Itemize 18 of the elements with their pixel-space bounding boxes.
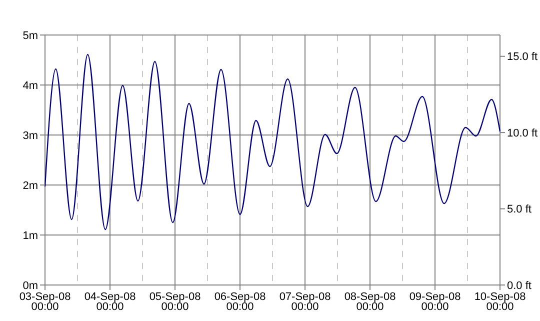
y-tick-label: 5m bbox=[22, 30, 38, 42]
x-tick-label: 07-Sep-08 00:00 bbox=[279, 291, 331, 313]
y-tick-label: 4m bbox=[22, 80, 38, 92]
x-tick-label: 10-Sep-08 00:00 bbox=[474, 291, 526, 313]
y-tick-label: 0m bbox=[22, 280, 38, 292]
y-tick-label: 2m bbox=[22, 180, 38, 192]
y-tick-label: 1m bbox=[22, 230, 38, 242]
y2-tick-label: 10.0 ft bbox=[507, 127, 538, 140]
y2-tick-label: 15.0 ft bbox=[507, 51, 538, 64]
x-tick-label: 06-Sep-08 00:00 bbox=[214, 291, 266, 313]
x-tick-label: 03-Sep-08 00:00 bbox=[19, 291, 71, 313]
x-tick-label: 09-Sep-08 00:00 bbox=[409, 291, 461, 313]
x-tick-label: 05-Sep-08 00:00 bbox=[149, 291, 201, 313]
x-tick-label: 08-Sep-08 00:00 bbox=[344, 291, 396, 313]
y2-tick-label: 0.0 ft bbox=[507, 280, 532, 292]
y-tick-label: 3m bbox=[22, 130, 38, 142]
x-tick-label: 04-Sep-08 00:00 bbox=[84, 291, 136, 313]
y2-tick-label: 5.0 ft bbox=[507, 204, 532, 216]
